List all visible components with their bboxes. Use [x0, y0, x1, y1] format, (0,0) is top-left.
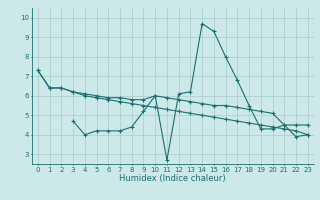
X-axis label: Humidex (Indice chaleur): Humidex (Indice chaleur) [119, 174, 226, 183]
